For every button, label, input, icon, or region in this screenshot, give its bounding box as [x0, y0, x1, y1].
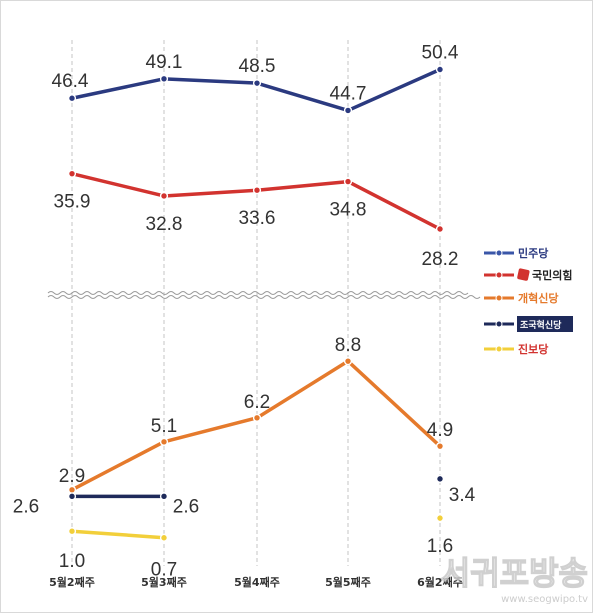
- value-label-ppp: 33.6: [239, 208, 276, 229]
- legend-label-jinbo: 진보당: [518, 342, 548, 356]
- value-label-cho: 2.6: [13, 496, 39, 517]
- data-point-cho: [435, 474, 445, 483]
- legend-dot-ppp: [495, 271, 503, 279]
- data-point-ppp: [252, 186, 262, 195]
- value-label-minju: 50.4: [422, 42, 459, 63]
- legend: 민주당 국민의힘 개혁신당 조국혁신당 진보당: [484, 246, 573, 356]
- data-point-minju: [252, 79, 262, 88]
- data-point-ppp: [159, 191, 169, 201]
- data-point-minju: [159, 74, 169, 83]
- data-point-reform: [435, 442, 445, 451]
- data-point-ppp: [343, 177, 353, 186]
- grid-lines: [71, 40, 441, 566]
- data-point-jinbo: [159, 533, 169, 542]
- watermark-title: 서귀포방송: [441, 554, 588, 592]
- series-points: [67, 65, 445, 542]
- data-point-jinbo: [435, 514, 445, 523]
- legend-label-reform: 개혁신당: [518, 291, 558, 305]
- value-label-ppp: 34.8: [330, 200, 367, 221]
- legend-label-ppp: 국민의힘: [532, 268, 572, 282]
- ppp-logo-icon: [517, 268, 530, 281]
- value-label-ppp: 35.9: [54, 192, 91, 213]
- series-line-jinbo: [70, 529, 166, 540]
- x-tick-label: 6월2째주: [417, 575, 463, 589]
- axis-break: [47, 291, 481, 299]
- series-lines: [70, 67, 442, 540]
- data-point-reform: [159, 437, 169, 446]
- data-point-ppp: [67, 169, 77, 178]
- legend-item-jinbo: 진보당: [484, 342, 548, 356]
- legend-item-ppp: 국민의힘: [484, 268, 572, 282]
- value-label-jinbo: 1.6: [427, 536, 453, 557]
- value-label-cho: 3.4: [449, 485, 476, 506]
- legend-dot-cho: [495, 320, 503, 328]
- value-label-reform: 8.8: [335, 335, 361, 356]
- value-label-minju: 49.1: [146, 52, 183, 73]
- data-point-ppp: [435, 224, 445, 234]
- value-label-cho: 2.6: [173, 496, 199, 517]
- watermark-url: www.seogwipo.tv: [501, 594, 588, 605]
- legend-label-cho: 조국혁신당: [520, 319, 562, 331]
- legend-dot-reform: [495, 294, 503, 302]
- x-tick-label: 5월2째주: [49, 575, 95, 589]
- series-line-reform: [70, 359, 442, 492]
- legend-item-cho: 조국혁신당: [484, 316, 573, 332]
- x-axis-ticks: 5월2째주 5월3째주 5월4째주 5월5째주 6월2째주: [49, 575, 463, 589]
- x-tick-label: 5월4째주: [234, 575, 280, 589]
- value-label-minju: 46.4: [52, 71, 89, 92]
- legend-label-minju: 민주당: [518, 246, 548, 260]
- x-tick-label: 5월5째주: [325, 575, 371, 589]
- value-label-reform: 5.1: [151, 416, 177, 437]
- legend-dot-jinbo: [495, 345, 503, 353]
- watermark: 서귀포방송 www.seogwipo.tv: [440, 553, 588, 605]
- x-tick-label: 5월3째주: [141, 575, 187, 589]
- data-point-minju: [67, 94, 77, 103]
- value-label-reform: 2.9: [59, 466, 85, 487]
- value-labels: 46.4 49.1 48.5 44.7 50.4 35.9 32.8 33.6 34.8 28.2…: [13, 42, 476, 580]
- data-point-reform: [67, 485, 77, 494]
- data-point-reform: [343, 357, 353, 366]
- value-label-ppp: 32.8: [146, 214, 183, 235]
- data-point-reform: [252, 413, 262, 422]
- data-point-jinbo: [67, 527, 77, 536]
- legend-item-reform: 개혁신당: [484, 291, 558, 305]
- value-label-minju: 48.5: [239, 56, 276, 77]
- data-point-cho: [67, 492, 77, 501]
- value-label-jinbo: 1.0: [59, 551, 85, 572]
- value-label-jinbo: 0.7: [151, 560, 177, 581]
- legend-item-minju: 민주당: [484, 246, 548, 260]
- data-point-minju: [435, 65, 445, 74]
- value-label-ppp: 28.2: [422, 249, 459, 270]
- data-point-minju: [343, 106, 353, 115]
- legend-dot-minju: [495, 249, 503, 257]
- value-label-reform: 6.2: [244, 392, 270, 413]
- data-point-cho: [159, 492, 169, 501]
- value-label-minju: 44.7: [330, 83, 367, 104]
- value-label-reform: 4.9: [427, 420, 453, 441]
- cho-logo-badge: [517, 316, 573, 332]
